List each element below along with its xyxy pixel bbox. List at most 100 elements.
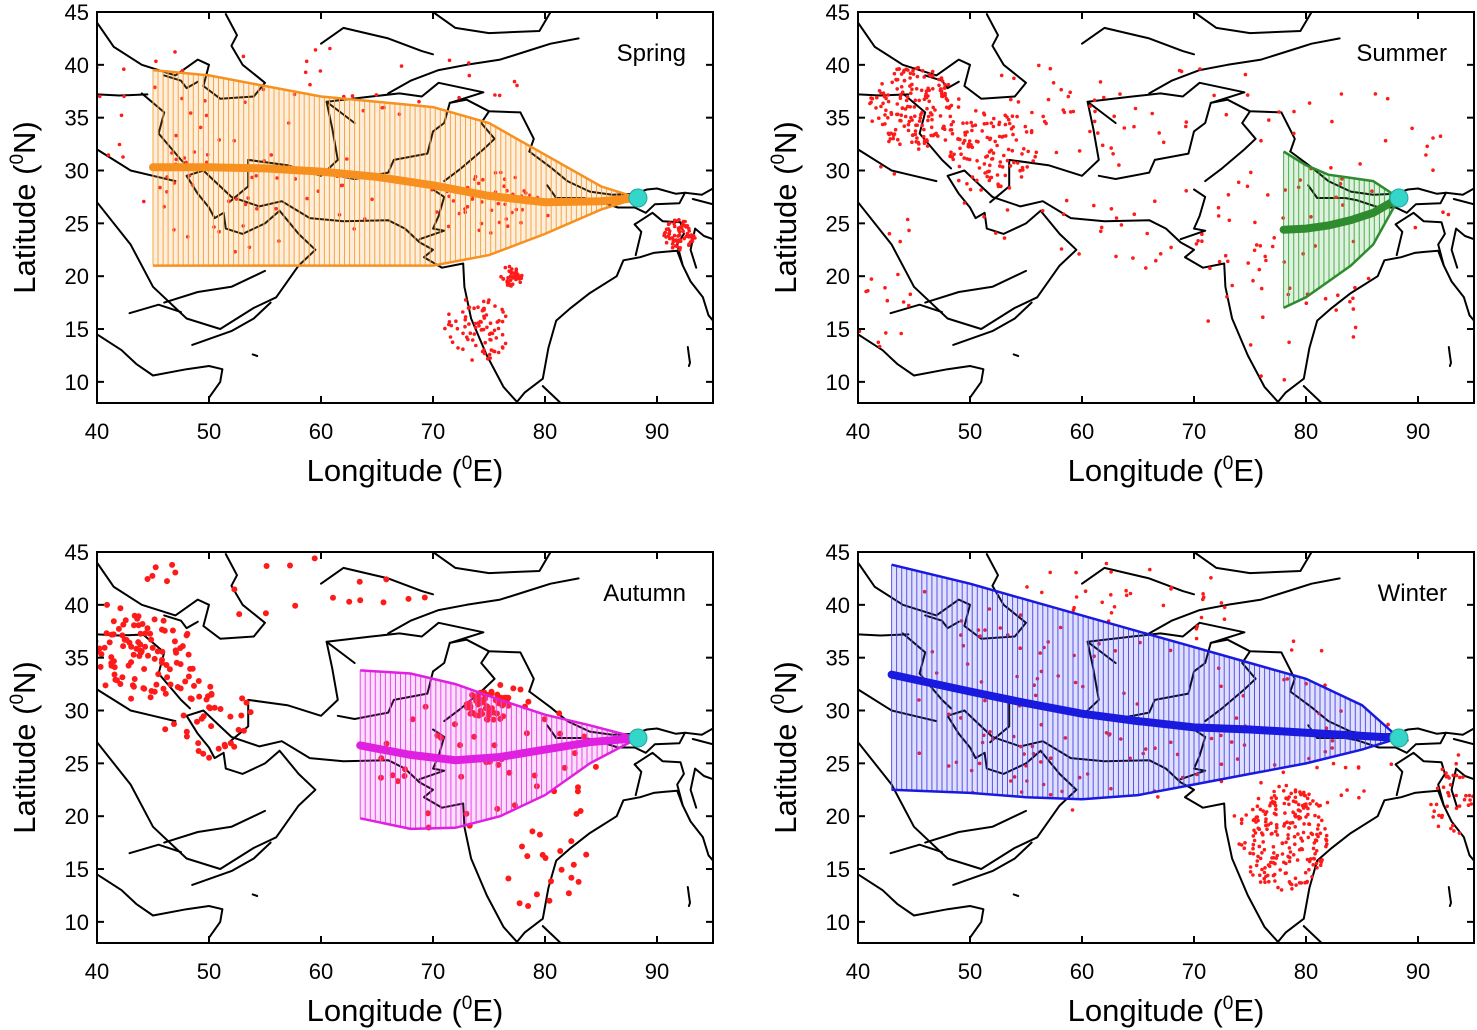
fire-point bbox=[997, 122, 1001, 127]
fire-point bbox=[957, 164, 962, 169]
fire-point bbox=[1251, 873, 1255, 877]
fire-point bbox=[1293, 788, 1298, 792]
map-island bbox=[686, 886, 691, 907]
fire-point bbox=[101, 644, 108, 651]
fire-point bbox=[975, 178, 979, 183]
fire-point bbox=[970, 175, 975, 179]
fire-point bbox=[330, 594, 336, 601]
fire-point bbox=[1100, 600, 1104, 605]
fire-point bbox=[154, 648, 161, 655]
fire-point bbox=[949, 103, 954, 108]
fire-point bbox=[879, 164, 883, 169]
fire-point bbox=[1143, 747, 1148, 751]
fire-point bbox=[1293, 876, 1298, 881]
x-tick-label: 60 bbox=[1070, 959, 1094, 984]
fire-point bbox=[1037, 63, 1041, 68]
fire-point bbox=[1440, 813, 1444, 818]
fire-point bbox=[1109, 207, 1114, 211]
fire-point bbox=[1251, 846, 1255, 851]
fire-point bbox=[1383, 138, 1388, 143]
fire-point bbox=[1280, 852, 1285, 856]
fire-point bbox=[488, 337, 492, 342]
x-axis-title-prefix: Longitude ( bbox=[1068, 453, 1224, 488]
fire-point bbox=[1272, 236, 1276, 240]
fire-point bbox=[1264, 817, 1268, 821]
map-boundary bbox=[691, 738, 713, 746]
fire-point bbox=[922, 141, 927, 145]
fire-point bbox=[1291, 810, 1295, 814]
fire-point bbox=[985, 121, 989, 126]
fire-point bbox=[1212, 93, 1216, 98]
fire-point bbox=[378, 774, 384, 781]
fire-point bbox=[511, 271, 516, 275]
fire-point bbox=[236, 611, 243, 618]
fire-point bbox=[1288, 850, 1293, 854]
fire-point bbox=[1284, 783, 1289, 788]
map-boundary bbox=[689, 227, 713, 269]
fire-point bbox=[998, 626, 1003, 630]
fire-point bbox=[328, 46, 332, 51]
y-tick-label: 45 bbox=[65, 0, 89, 25]
y-axis-title-sup: 0 bbox=[7, 154, 28, 165]
fire-point bbox=[102, 682, 109, 689]
fire-point bbox=[153, 85, 157, 90]
fire-point bbox=[195, 748, 202, 754]
fire-point bbox=[1019, 744, 1023, 749]
fire-point bbox=[974, 109, 978, 113]
fire-point bbox=[914, 140, 918, 144]
fire-point bbox=[966, 144, 970, 149]
map-boundary bbox=[432, 552, 552, 575]
fire-point bbox=[915, 136, 919, 140]
fire-point bbox=[1262, 847, 1267, 852]
fire-point bbox=[1010, 148, 1015, 153]
fire-point bbox=[1104, 561, 1109, 566]
fire-point bbox=[1008, 164, 1013, 168]
fire-point bbox=[1467, 793, 1472, 798]
fire-point bbox=[565, 890, 572, 897]
fire-point bbox=[1061, 212, 1066, 216]
fire-point bbox=[677, 233, 682, 237]
fire-point bbox=[494, 691, 501, 698]
fire-point bbox=[1277, 784, 1281, 789]
fire-point bbox=[1254, 815, 1259, 819]
fire-point bbox=[106, 639, 113, 646]
fire-point bbox=[894, 78, 899, 82]
fire-point bbox=[1267, 118, 1271, 122]
map-boundary bbox=[336, 638, 535, 720]
fire-point bbox=[1194, 636, 1199, 641]
season-label: Summer bbox=[1356, 40, 1447, 67]
fire-point bbox=[993, 139, 997, 144]
fire-point bbox=[443, 326, 447, 331]
fire-point bbox=[1267, 879, 1271, 884]
fire-point bbox=[185, 673, 192, 680]
fire-point bbox=[463, 324, 467, 329]
fire-point bbox=[142, 630, 149, 637]
x-tick-label: 40 bbox=[846, 419, 870, 444]
fire-point bbox=[951, 157, 955, 162]
fire-point bbox=[1286, 797, 1290, 801]
y-tick-label: 30 bbox=[65, 699, 89, 724]
fire-point bbox=[901, 300, 906, 304]
fire-point bbox=[525, 903, 532, 909]
fire-point bbox=[1209, 736, 1214, 741]
fire-point bbox=[675, 240, 680, 245]
receptor-site-marker bbox=[628, 188, 648, 208]
fire-point bbox=[970, 145, 975, 150]
fire-point bbox=[1096, 131, 1100, 135]
fire-point bbox=[1299, 792, 1303, 796]
fire-point bbox=[1179, 69, 1184, 74]
fire-point bbox=[1318, 863, 1323, 868]
fire-point bbox=[1222, 617, 1227, 621]
x-axis-title-sup: 0 bbox=[1223, 453, 1234, 474]
fire-point bbox=[1099, 225, 1104, 230]
y-axis-title: Latitude (0N) bbox=[768, 121, 803, 294]
fire-point bbox=[1385, 96, 1390, 101]
fire-point bbox=[983, 628, 987, 632]
fire-point bbox=[1216, 205, 1221, 210]
fire-point bbox=[374, 93, 379, 97]
fire-point bbox=[29, 577, 35, 583]
y-tick-label: 35 bbox=[65, 106, 89, 131]
fire-point bbox=[1066, 94, 1071, 99]
fire-point bbox=[1431, 168, 1435, 172]
fire-point bbox=[1020, 165, 1025, 170]
